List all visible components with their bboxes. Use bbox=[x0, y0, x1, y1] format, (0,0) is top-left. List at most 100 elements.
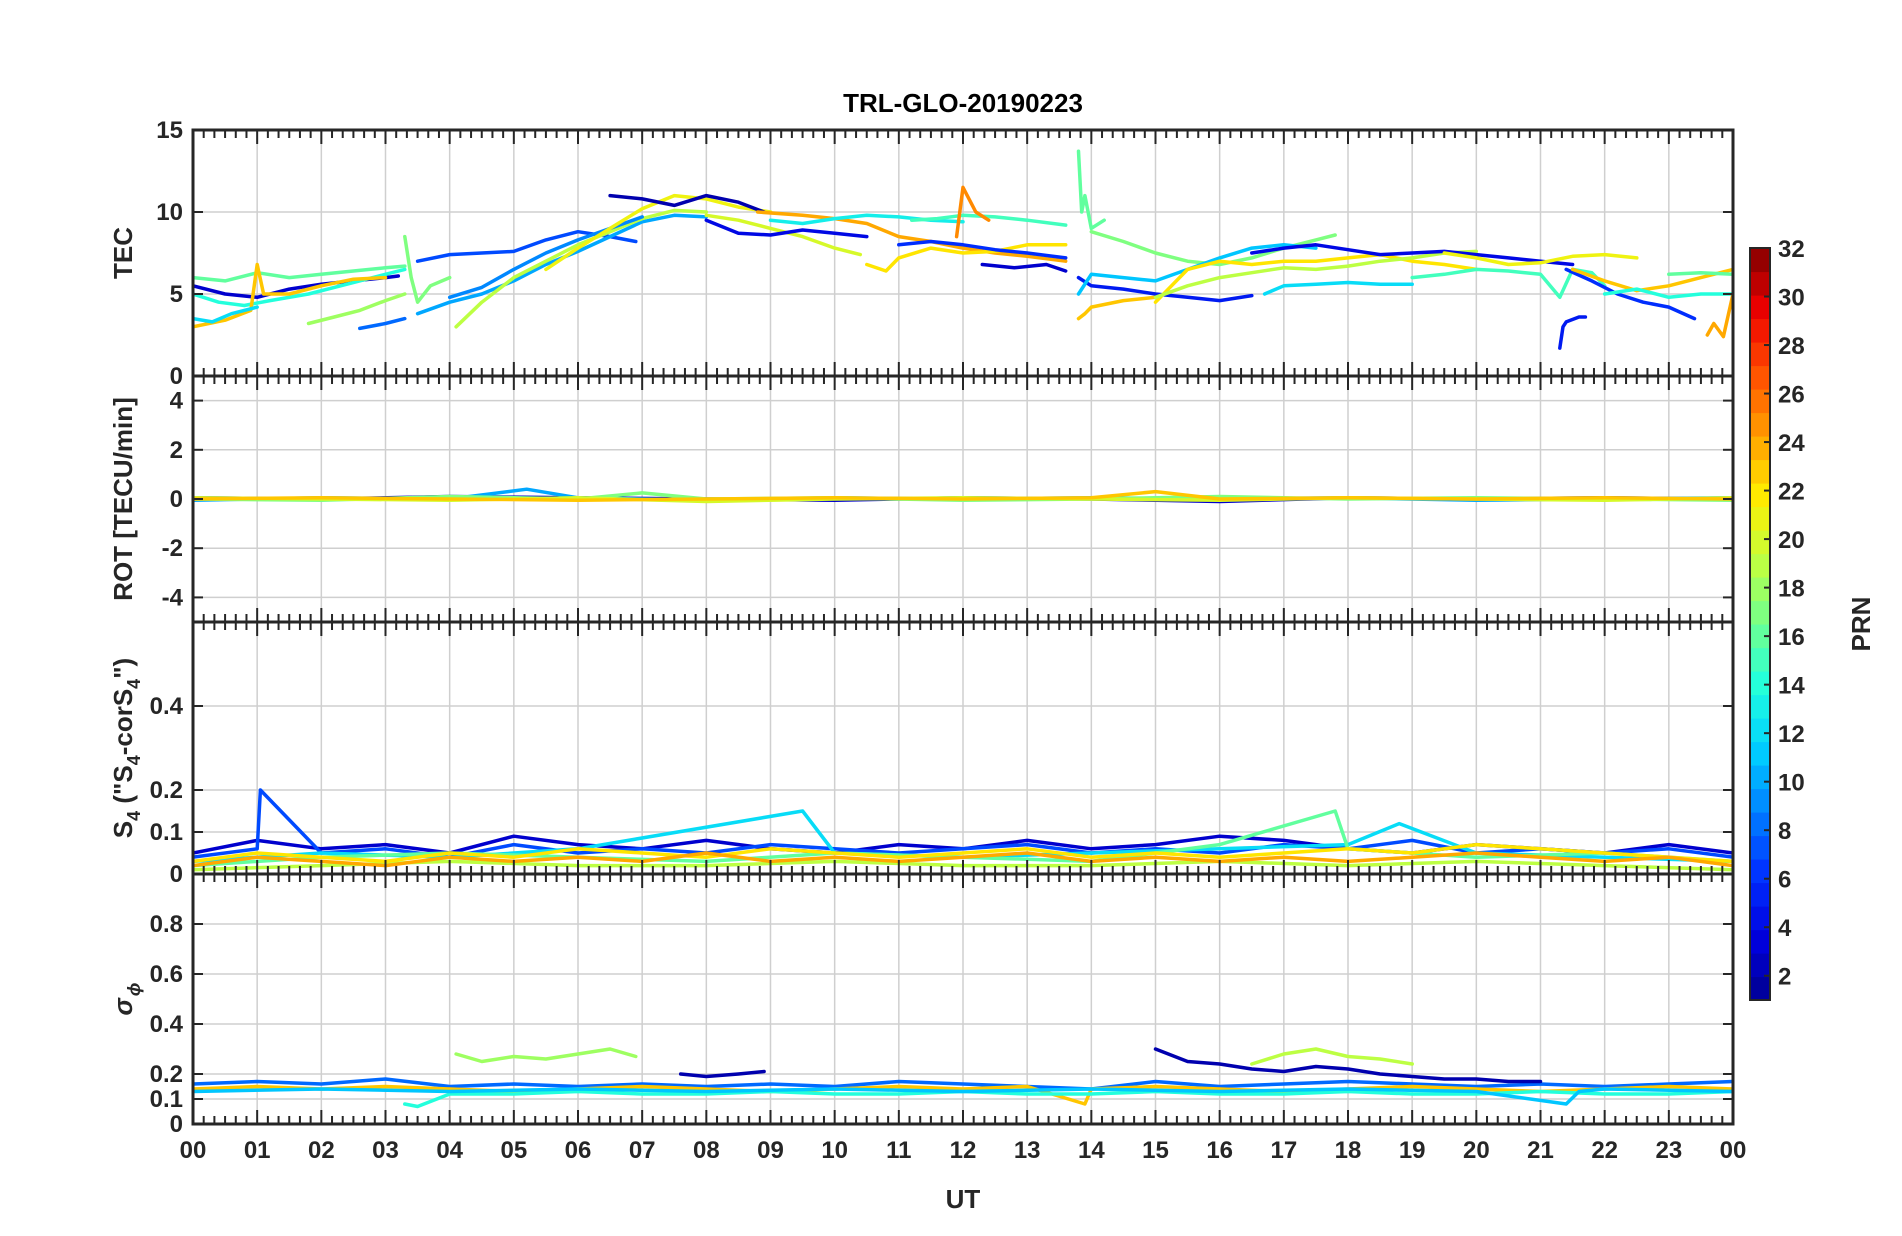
sigma_phi-series-prn-11 bbox=[193, 1087, 1733, 1106]
x-tick-label: 22 bbox=[1591, 1137, 1618, 1164]
tec-series-prn-19 bbox=[1153, 249, 1479, 300]
x-tick-label: 13 bbox=[1014, 1137, 1041, 1164]
colorbar-segment bbox=[1750, 459, 1770, 484]
colorbar-segment bbox=[1750, 718, 1770, 743]
x-tick-label: 16 bbox=[1206, 1137, 1233, 1164]
colorbar-tick-label: 30 bbox=[1778, 285, 1805, 312]
tec-y-axis-title: TEC bbox=[108, 227, 138, 279]
tec-y-tick-label: 15 bbox=[156, 117, 183, 144]
x-tick-label: 14 bbox=[1078, 1137, 1105, 1164]
x-tick-label: 06 bbox=[565, 1137, 592, 1164]
tec-series-prn-6 bbox=[897, 239, 1068, 260]
s4-y-tick-label: 0.1 bbox=[150, 819, 183, 846]
x-tick-label: 03 bbox=[372, 1137, 399, 1164]
colorbar-segment bbox=[1750, 835, 1770, 860]
colorbar-tick-label: 12 bbox=[1778, 721, 1805, 748]
tec-series-prn-23 bbox=[1570, 267, 1733, 293]
tec-series-prn-12 bbox=[193, 305, 259, 324]
rot-y-tick-label: 4 bbox=[170, 388, 184, 415]
tec-series-prn-3 bbox=[980, 262, 1068, 273]
colorbar-tick-label: 24 bbox=[1778, 430, 1805, 457]
tec-series-prn-22 bbox=[1153, 252, 1479, 304]
tec-series-prn-25 bbox=[954, 185, 991, 239]
colorbar-segment bbox=[1750, 389, 1770, 414]
x-tick-label: 04 bbox=[436, 1137, 463, 1164]
tec-series-prn-10 bbox=[415, 213, 709, 316]
tec-series-prn-9 bbox=[447, 215, 644, 300]
tec-y-tick-label: 0 bbox=[170, 363, 183, 390]
colorbar-segment bbox=[1750, 530, 1770, 555]
colorbar-segment bbox=[1750, 318, 1770, 343]
sigma_phi-y-tick-label: 0.6 bbox=[150, 961, 183, 988]
rot-y-axis-title: ROT [TECU/min] bbox=[108, 397, 138, 601]
tec-series-prn-15 bbox=[1410, 267, 1607, 300]
tec-series-prn-17 bbox=[403, 234, 452, 304]
tec-series-prn-8 bbox=[358, 316, 407, 331]
colorbar-tick-label: 10 bbox=[1778, 770, 1805, 797]
colorbar-segment bbox=[1750, 671, 1770, 696]
colorbar-segment bbox=[1750, 600, 1770, 625]
colorbar: 32 30 28 26 24 22 20 18 16 14 12 10 8 6 4 2 PRN bbox=[1749, 236, 1876, 1001]
tec-series-prn-21 bbox=[1442, 251, 1639, 267]
colorbar-segment bbox=[1750, 741, 1770, 766]
colorbar-tick-label: 4 bbox=[1778, 915, 1792, 942]
rot-y-tick-label: 2 bbox=[170, 437, 183, 464]
tec-series-group bbox=[193, 149, 1733, 350]
x-tick-label: 10 bbox=[821, 1137, 848, 1164]
sigma_phi-series-prn-2 bbox=[1153, 1047, 1543, 1084]
colorbar-tick-label: 18 bbox=[1778, 576, 1805, 603]
colorbar-segment bbox=[1750, 859, 1770, 884]
colorbar-tick-label: 22 bbox=[1778, 479, 1805, 506]
colorbar-segment bbox=[1750, 295, 1770, 320]
s4-series-prn-7 bbox=[193, 788, 1733, 859]
colorbar-segment bbox=[1750, 248, 1770, 273]
rot-y-tick-label: -4 bbox=[162, 584, 184, 611]
sigma_phi-series-prn-23 bbox=[193, 1084, 1733, 1106]
colorbar-segment bbox=[1750, 577, 1770, 602]
tec-series-prn-2 bbox=[608, 193, 766, 214]
colorbar-segment bbox=[1750, 647, 1770, 672]
colorbar-frame bbox=[1749, 247, 1771, 1001]
colorbar-tick-label: 8 bbox=[1778, 818, 1791, 845]
colorbar-tick-label: 6 bbox=[1778, 867, 1791, 894]
x-tick-label: 21 bbox=[1527, 1137, 1554, 1164]
colorbar-segment bbox=[1750, 906, 1770, 931]
colorbar-segment bbox=[1750, 412, 1770, 437]
colorbar-segment bbox=[1750, 342, 1770, 367]
colorbar-segment bbox=[1750, 788, 1770, 813]
s4-series-prn-24 bbox=[193, 851, 1733, 868]
x-tick-label: 09 bbox=[757, 1137, 784, 1164]
sigma_phi-series-prn-19 bbox=[1250, 1047, 1414, 1066]
sigma_phi-y-tick-label: 0.1 bbox=[150, 1086, 183, 1113]
tec-series-prn-12 bbox=[1262, 280, 1414, 296]
colorbar-segment bbox=[1750, 694, 1770, 719]
chart-title: TRL-GLO-20190223 bbox=[843, 88, 1083, 118]
colorbar-segment bbox=[1750, 953, 1770, 978]
rot-series-group bbox=[193, 487, 1733, 504]
sigma_phi-y-tick-label: 0.2 bbox=[150, 1061, 183, 1088]
x-tick-label: 15 bbox=[1142, 1137, 1169, 1164]
tec-series-prn-16 bbox=[1076, 149, 1106, 231]
sigma_phi-series-prn-18 bbox=[454, 1047, 638, 1064]
x-axis-title: UT bbox=[946, 1184, 981, 1214]
colorbar-segment bbox=[1750, 271, 1770, 296]
colorbar-segment bbox=[1750, 812, 1770, 837]
tec-series-prn-16 bbox=[1667, 270, 1733, 277]
colorbar-segment bbox=[1750, 624, 1770, 649]
colorbar-segment bbox=[1750, 976, 1770, 1001]
tec-series-prn-4 bbox=[704, 218, 869, 239]
rot-y-tick-label: -2 bbox=[162, 535, 183, 562]
sigma_phi-y-tick-label: 0.4 bbox=[150, 1011, 184, 1038]
colorbar-segment bbox=[1750, 929, 1770, 954]
x-tick-label: 02 bbox=[308, 1137, 335, 1164]
tec-series-prn-4 bbox=[1250, 243, 1575, 267]
tec-series-prn-23 bbox=[193, 262, 388, 329]
x-tick-label: 18 bbox=[1335, 1137, 1362, 1164]
tec-series-prn-7 bbox=[415, 229, 638, 263]
colorbar-tick-label: 14 bbox=[1778, 673, 1805, 700]
rot-y-tick-label: 0 bbox=[170, 486, 183, 513]
s4-y-tick-label: 0.4 bbox=[150, 693, 184, 720]
colorbar-tick-label: 20 bbox=[1778, 527, 1805, 554]
